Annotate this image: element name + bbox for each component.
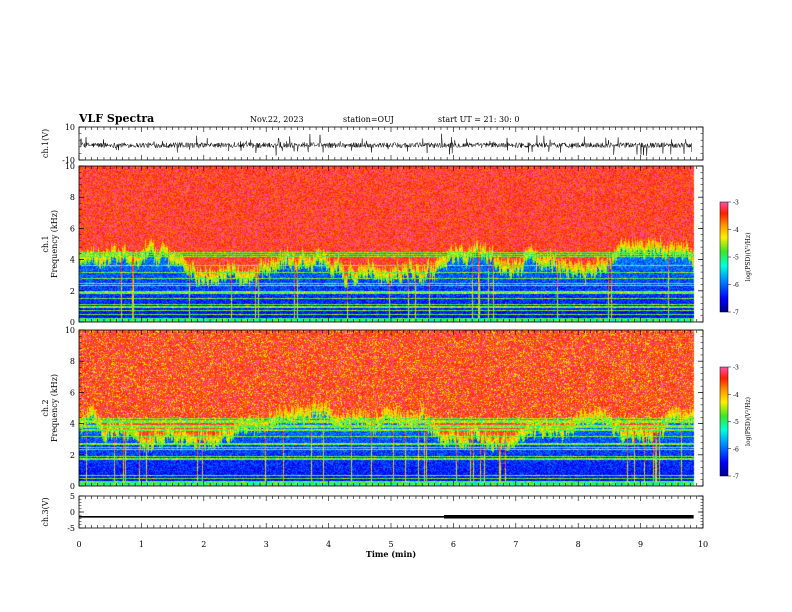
y-tick-label: 4: [70, 420, 75, 429]
x-tick-label: 1: [139, 540, 144, 549]
colorbar-tick-label: -4: [733, 227, 739, 234]
x-tick-label: 5: [388, 540, 393, 549]
colorbar-label: log(PSD)(V²/Hz): [745, 233, 752, 282]
x-axis-label: Time (min): [366, 549, 416, 559]
y-tick-label: 10: [65, 162, 75, 171]
y-tick-label: 0: [70, 318, 75, 327]
y-tick-label: 10: [65, 123, 75, 132]
station-label: station=OUJ: [343, 115, 394, 124]
colorbar-tick-label: -3: [733, 365, 739, 372]
y-axis-label: Frequency (kHz): [50, 374, 59, 442]
y-tick-label: -10: [62, 156, 75, 165]
chart-title: VLF Spectra: [79, 112, 155, 125]
x-tick-label: 8: [576, 540, 581, 549]
x-tick-label: 0: [76, 540, 81, 549]
colorbar-tick-label: -5: [733, 255, 739, 262]
y-tick-label: 6: [70, 388, 75, 397]
y-axis-label: ch.2: [41, 399, 50, 416]
y-tick-label: 8: [70, 357, 75, 366]
x-tick-label: 6: [451, 540, 456, 549]
y-tick-label: 0: [70, 508, 75, 517]
y-tick-label: 4: [70, 256, 75, 265]
colorbar-tick-label: -6: [733, 282, 739, 289]
x-tick-label: 3: [264, 540, 269, 549]
colorbar-label: log(PSD)(V²/Hz): [745, 397, 752, 446]
colorbar-tick-label: -3: [733, 200, 739, 207]
colorbar-tick-label: -7: [733, 474, 739, 481]
y-tick-label: 2: [70, 287, 75, 296]
y-tick-label: 2: [70, 451, 75, 460]
y-tick-label: -5: [67, 524, 75, 533]
ch1-spectrogram-image: [79, 166, 703, 322]
ch1-waveform-trace: [80, 133, 692, 157]
y-tick-label: 10: [65, 326, 75, 335]
y-tick-label: 0: [70, 482, 75, 491]
x-tick-label: 9: [638, 540, 643, 549]
start-time-label: start UT = 21: 30: 0: [438, 115, 520, 124]
x-tick-label: 10: [698, 540, 708, 549]
x-tick-label: 4: [326, 540, 331, 549]
y-axis-label: ch.1(V): [41, 129, 50, 158]
ch2-spectrogram-colorbar: [720, 367, 728, 476]
ch2-spectrogram-image: [79, 330, 703, 486]
x-tick-label: 2: [201, 540, 206, 549]
colorbar-tick-label: -4: [733, 392, 739, 399]
x-tick-label: 7: [513, 540, 518, 549]
y-tick-label: 6: [70, 224, 75, 233]
date-label: Nov.22, 2023: [250, 115, 304, 124]
y-tick-label: 5: [70, 492, 75, 501]
colorbar-tick-label: -5: [733, 419, 739, 426]
y-axis-label: ch.3(V): [41, 497, 50, 526]
colorbar-tick-label: -6: [733, 446, 739, 453]
y-tick-label: 8: [70, 193, 75, 202]
y-axis-label: ch.1: [41, 235, 50, 252]
colorbar-tick-label: -7: [733, 310, 739, 317]
ch1-spectrogram-colorbar: [720, 202, 728, 312]
y-axis-label: Frequency (kHz): [50, 210, 59, 278]
